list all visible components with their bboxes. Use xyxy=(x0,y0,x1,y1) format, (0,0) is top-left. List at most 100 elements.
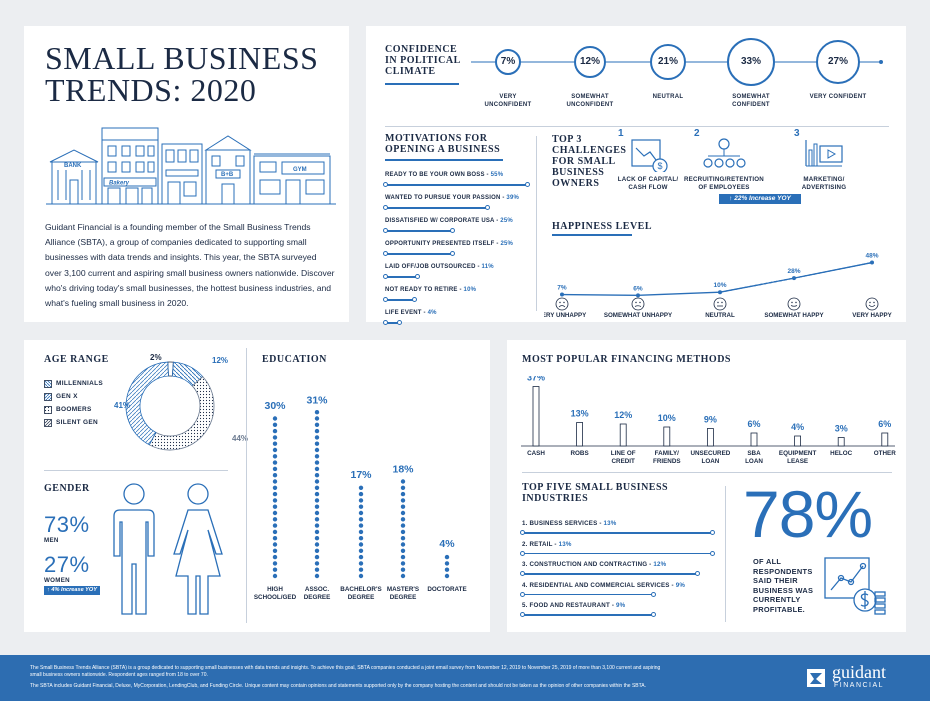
financing-value: 4% xyxy=(791,422,804,432)
financing-label: LOAN xyxy=(745,458,763,465)
confidence-circle: 21% xyxy=(650,44,686,80)
confidence-label: NEUTRAL xyxy=(652,94,684,100)
challenge-label: MARKETING/ ADVERTISING xyxy=(801,176,847,191)
happiness-label: SOMEWHAT HAPPY xyxy=(764,312,824,318)
happiness-point xyxy=(792,276,796,281)
industry-value: 13% xyxy=(603,520,617,527)
motivation-label: LAID OFF/JOB OUTSOURCED - xyxy=(385,264,482,270)
motivation-bar-end xyxy=(397,320,402,325)
legend-label: SILENT GEN xyxy=(56,419,99,426)
financing-bar xyxy=(576,422,583,447)
motivation-value: 10% xyxy=(463,287,477,293)
face-icon xyxy=(865,297,879,311)
industry-bar xyxy=(522,573,698,575)
motivations-title: MOTIVATIONS FOR OPENING A BUSINESS xyxy=(385,133,501,155)
confidence-circle: 7% xyxy=(495,49,521,75)
education-label: DEGREE xyxy=(304,594,331,601)
industry-row: 5. FOOD AND RESTAURANT - 9% xyxy=(522,602,625,609)
motivation-row: LAID OFF/JOB OUTSOURCED - 11% xyxy=(385,264,535,270)
motivation-bar-end xyxy=(524,182,530,187)
motivation-bar-start xyxy=(383,297,388,302)
financing-label: LEASE xyxy=(787,458,808,465)
financing-label: CREDIT xyxy=(611,458,635,465)
happiness-value: 7% xyxy=(557,285,567,292)
confidence-title: CONFIDENCE IN POLITICAL CLIMATE xyxy=(385,44,461,77)
gender-badge-text: 4% Increase YOY xyxy=(51,587,97,593)
age-label-millennials: 12% xyxy=(212,356,228,365)
legend-swatch xyxy=(44,419,52,427)
face-icon xyxy=(713,297,727,311)
happiness-point xyxy=(560,292,564,297)
industry-bar xyxy=(522,593,654,595)
confidence-label: VERY UNCONFIDENT xyxy=(484,94,532,108)
motivation-row: WANTED TO PURSUE YOUR PASSION - 39% xyxy=(385,195,535,201)
growth-dollar-icon xyxy=(824,557,886,615)
challenges-title: TOP 3 CHALLENGES FOR SMALL BUSINESS OWNE… xyxy=(552,134,627,189)
bar-chart-video-icon xyxy=(805,140,843,167)
motivation-row: OPPORTUNITY PRESENTED ITSELF - 25% xyxy=(385,241,535,247)
gender-title: GENDER xyxy=(44,483,90,494)
survey-card: CONFIDENCE IN POLITICAL CLIMATE MOTIVATI… xyxy=(366,26,906,325)
industry-row: 1. BUSINESS SERVICES - 13% xyxy=(522,520,617,527)
education-column xyxy=(358,485,364,579)
education-value: 30% xyxy=(264,400,286,412)
happiness-label: VERY HAPPY xyxy=(852,312,892,318)
education-column xyxy=(314,410,320,579)
financing-bar xyxy=(619,423,627,447)
happiness-label: NEUTRAL xyxy=(705,312,735,318)
age-slice-genx xyxy=(125,361,169,446)
financing-value: 13% xyxy=(571,409,589,419)
title-card: SMALL BUSINESS TRENDS: 2020 xyxy=(24,26,349,322)
education-value: 4% xyxy=(439,538,455,550)
storefront-illustration: BANK Bakery B+B GYM xyxy=(46,127,336,205)
financing-title: MOST POPULAR FINANCING METHODS xyxy=(522,354,731,365)
industries-title: TOP FIVE SMALL BUSINESS INDUSTRIES xyxy=(522,482,669,504)
age-label-genx: 41% xyxy=(114,401,130,410)
industry-label: 4. RESIDENTIAL AND COMMERCIAL SERVICES - xyxy=(522,581,676,589)
legend-swatch xyxy=(44,406,52,414)
industry-bar-start xyxy=(520,571,525,576)
industry-bar-end xyxy=(709,530,715,535)
confidence-label: SOMEWHAT UNCONFIDENT xyxy=(566,94,614,108)
face-icon xyxy=(787,297,801,311)
motivation-bar-end xyxy=(449,251,455,256)
challenge-label: RECRUITING/RETENTION OF EMPLOYEES xyxy=(684,176,764,191)
sign-bank: BANK xyxy=(64,163,82,169)
demographics-card: AGE RANGE 2% 12% 41% 44% GENDER 73% MEN 27%… xyxy=(24,340,490,632)
motivation-bar xyxy=(385,276,417,278)
motivation-bar xyxy=(385,230,452,232)
education-column xyxy=(400,479,406,579)
education-column xyxy=(444,554,450,579)
motivation-row: READY TO BE YOUR OWN BOSS - 55% xyxy=(385,172,535,178)
confidence-circle: 27% xyxy=(816,40,860,84)
education-label: DEGREE xyxy=(348,594,375,601)
motivation-bar-end xyxy=(484,205,490,210)
industry-row: 4. RESIDENTIAL AND COMMERCIAL SERVICES -… xyxy=(522,582,685,589)
challenges-badge-text: 22% Increase YOY xyxy=(734,195,791,202)
financing-label: HELOC xyxy=(830,450,852,457)
age-slice-boomers xyxy=(148,376,215,451)
education-label: HIGH xyxy=(267,586,283,593)
financing-label: OTHER xyxy=(874,450,896,457)
happiness-chart: 7% VERY UNHAPPY 6% SOMEWHAT UNHAPPY 10% NEUTR… xyxy=(544,253,893,318)
financing-bar xyxy=(837,437,845,447)
divider-age-gender xyxy=(44,470,228,471)
legend-label: MILLENNIALS xyxy=(56,380,103,387)
woman-figure-icon xyxy=(173,483,223,615)
financing-bar xyxy=(706,428,714,447)
financing-value: 12% xyxy=(614,410,632,420)
sign-gym: GYM xyxy=(293,167,307,173)
industry-label: 5. FOOD AND RESTAURANT - xyxy=(522,602,617,609)
legend-label: BOOMERS xyxy=(56,406,92,413)
women-label: WOMEN xyxy=(44,577,70,584)
svg-text:$: $ xyxy=(657,161,662,171)
education-value: 18% xyxy=(392,464,414,476)
industry-bar xyxy=(522,532,712,534)
financing-label: CASH xyxy=(527,450,545,457)
industry-bar-start xyxy=(520,591,525,597)
intro-text: Guidant Financial is a founding member o… xyxy=(45,222,335,309)
guidant-logo-icon xyxy=(807,669,825,687)
education-label: ASSOC. xyxy=(305,586,329,593)
motivation-row: LIFE EVENT - 4% xyxy=(385,310,535,316)
